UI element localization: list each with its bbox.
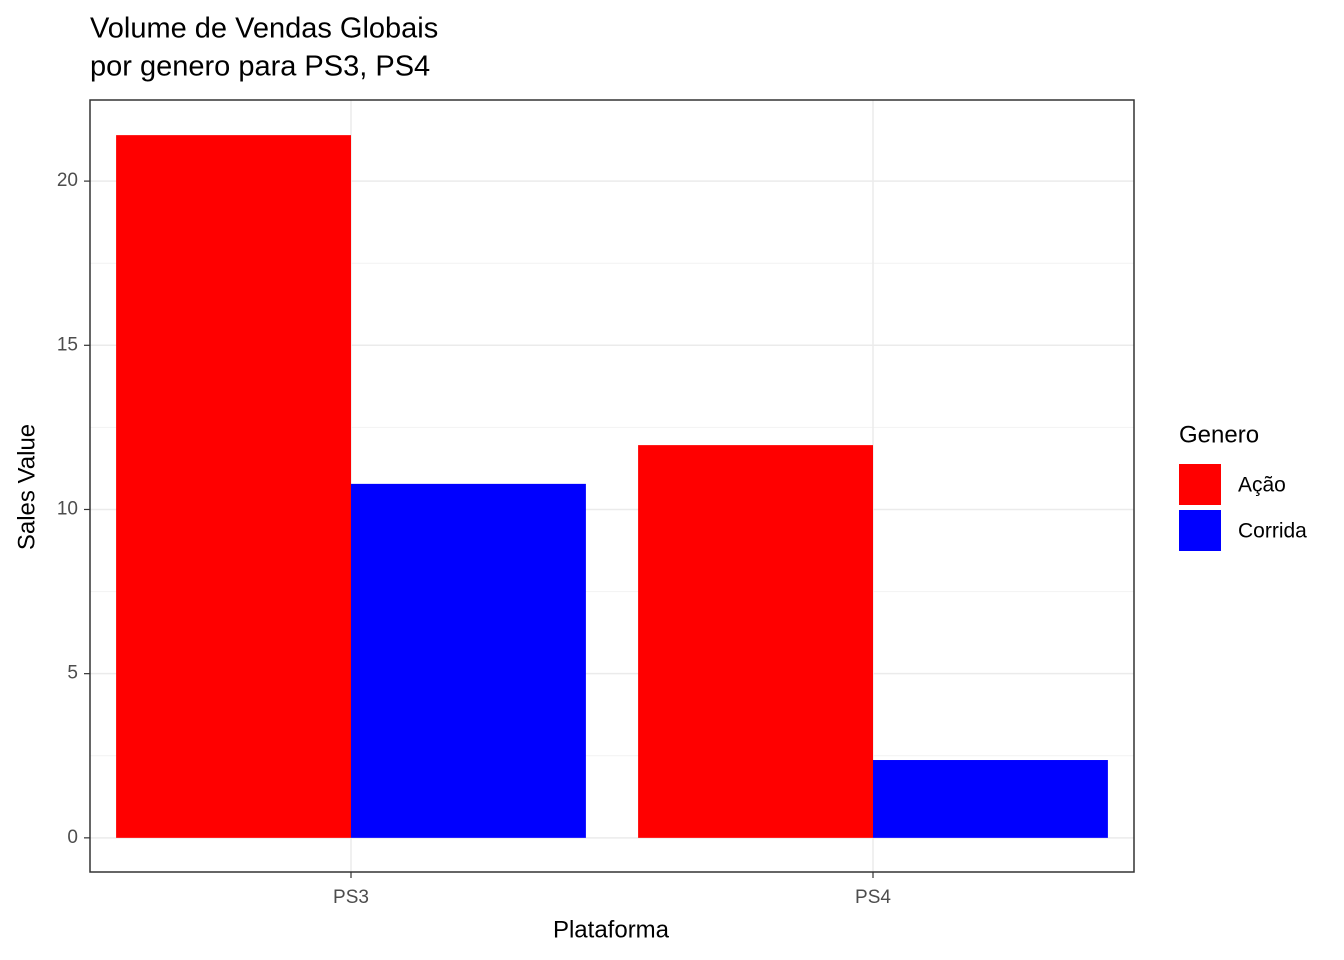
y-tick-label: 10 (57, 498, 78, 519)
bar (116, 135, 351, 838)
bar (351, 483, 586, 838)
y-tick-label: 5 (67, 663, 78, 684)
y-tick-label: 15 (57, 334, 78, 355)
y-axis-title: Sales Value (13, 424, 40, 550)
x-axis-title: Plataforma (553, 916, 670, 943)
bar (638, 445, 873, 838)
legend-label: Ação (1238, 474, 1286, 497)
plot-border (89, 99, 1135, 873)
x-tick-label: PS4 (855, 887, 891, 908)
legend-key (1179, 510, 1221, 551)
bar (873, 760, 1108, 838)
legend-label: Corrida (1238, 520, 1307, 543)
x-tick-label: PS3 (333, 887, 369, 908)
chart-title: Volume de Vendas Globais (90, 13, 438, 45)
legend-title: Genero (1179, 421, 1259, 448)
y-tick-label: 20 (57, 170, 78, 191)
y-tick-label: 0 (67, 827, 78, 848)
legend-key (1179, 464, 1221, 505)
chart-title: por genero para PS3, PS4 (90, 51, 430, 83)
